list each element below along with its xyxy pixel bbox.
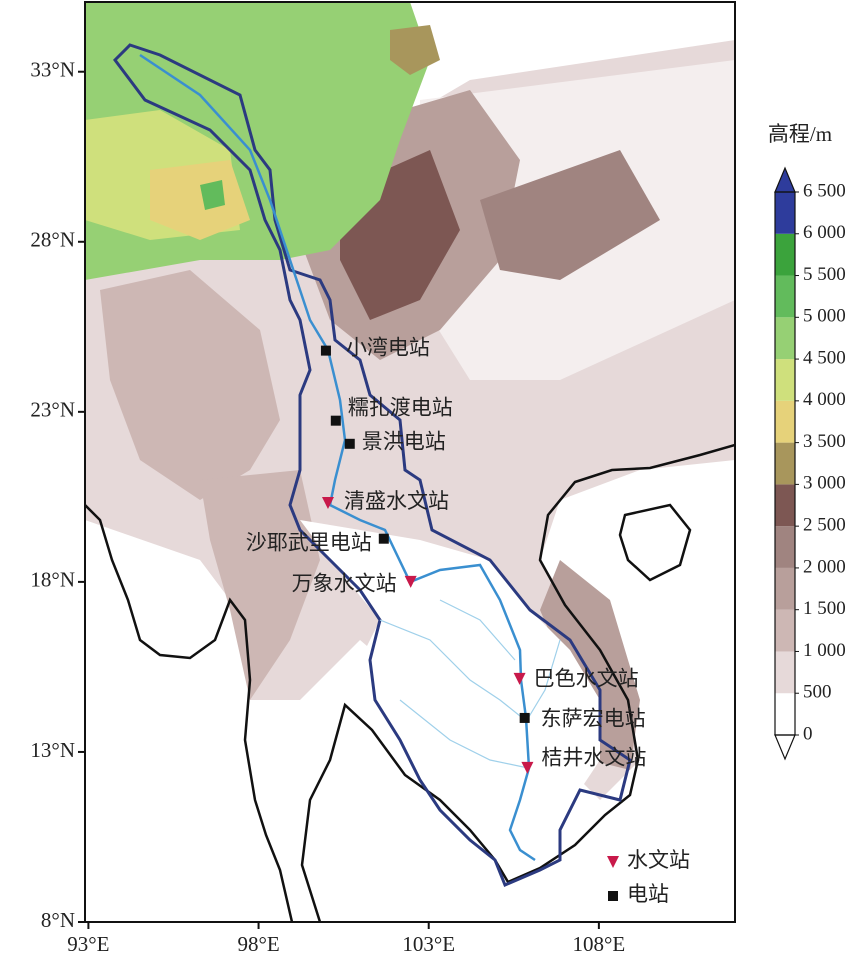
station-label: 巴色水文站 [534, 667, 639, 691]
colorbar-band [775, 567, 795, 610]
colorbar-tick-label: 5 000 [803, 306, 846, 327]
colorbar-tick-label: 2 500 [803, 515, 846, 536]
colorbar-title: 高程/m [768, 122, 832, 146]
station-label: 清盛水文站 [344, 489, 449, 513]
x-tick-label: 103°E [402, 932, 455, 956]
y-tick-label: 28°N [30, 228, 75, 252]
colorbar-band [775, 693, 795, 735]
station-marker [521, 761, 534, 774]
y-tick-label: 23°N [30, 398, 75, 422]
x-tick-label: 108°E [573, 932, 626, 956]
colorbar-band [775, 317, 795, 360]
colorbar-tick-label: 5 500 [803, 264, 846, 285]
colorbar-tick-label: 1 500 [803, 598, 846, 619]
colorbar-band [775, 233, 795, 276]
y-tick-label: 13°N [30, 738, 75, 762]
colorbar-tick-label: 4 000 [803, 389, 846, 410]
colorbar-tick-label: 0 [803, 723, 813, 744]
station-label: 万象水文站 [292, 572, 397, 596]
legend-label: 电站 [627, 882, 669, 906]
colorbar-tick-label: 2 000 [803, 556, 846, 577]
colorbar-tick-label: 3 500 [803, 431, 846, 452]
station-marker [519, 712, 530, 723]
station-label: 糯扎渡电站 [348, 395, 453, 419]
station-marker [513, 672, 526, 685]
station-marker [320, 345, 331, 356]
colorbar-tick-label: 6 500 [803, 180, 846, 201]
y-tick-label: 8°N [41, 908, 75, 932]
legend-label: 水文站 [627, 848, 690, 872]
colorbar-band [775, 526, 795, 568]
colorbar-band [775, 609, 795, 652]
station-marker [378, 533, 389, 544]
legend-marker [607, 856, 619, 868]
station-marker [404, 575, 417, 588]
colorbar-arrow-top [774, 166, 796, 193]
colorbar-tick-label: 6 000 [803, 222, 846, 243]
colorbar-arrow-bottom [774, 734, 796, 761]
legend-marker [608, 891, 618, 901]
station-label: 沙耶武里电站 [246, 531, 372, 555]
y-tick-label: 33°N [30, 58, 75, 82]
y-tick-label: 18°N [30, 568, 75, 592]
station-label: 景洪电站 [362, 430, 446, 454]
station-marker [321, 496, 334, 509]
colorbar-band [775, 275, 795, 318]
station-label: 桔井水文站 [541, 746, 646, 770]
colorbar-tick-label: 500 [803, 682, 832, 703]
station-label: 东萨宏电站 [541, 707, 646, 731]
colorbar-band [775, 484, 795, 527]
colorbar-band [775, 192, 795, 234]
colorbar-frame [774, 191, 796, 736]
terrain [85, 2, 735, 922]
colorbar-band [775, 442, 795, 485]
colorbar-band [775, 651, 795, 694]
x-tick-label: 98°E [237, 932, 279, 956]
colorbar-band [775, 359, 795, 401]
map-frame [84, 1, 736, 923]
station-marker [344, 438, 355, 449]
colorbar-band [775, 400, 795, 443]
station-label: 小湾电站 [346, 335, 430, 359]
x-tick-label: 93°E [67, 932, 109, 956]
colorbar-tick-label: 4 500 [803, 347, 846, 368]
station-marker [330, 415, 341, 426]
colorbar-tick-label: 3 000 [803, 473, 846, 494]
colorbar-tick-label: 1 000 [803, 640, 846, 661]
